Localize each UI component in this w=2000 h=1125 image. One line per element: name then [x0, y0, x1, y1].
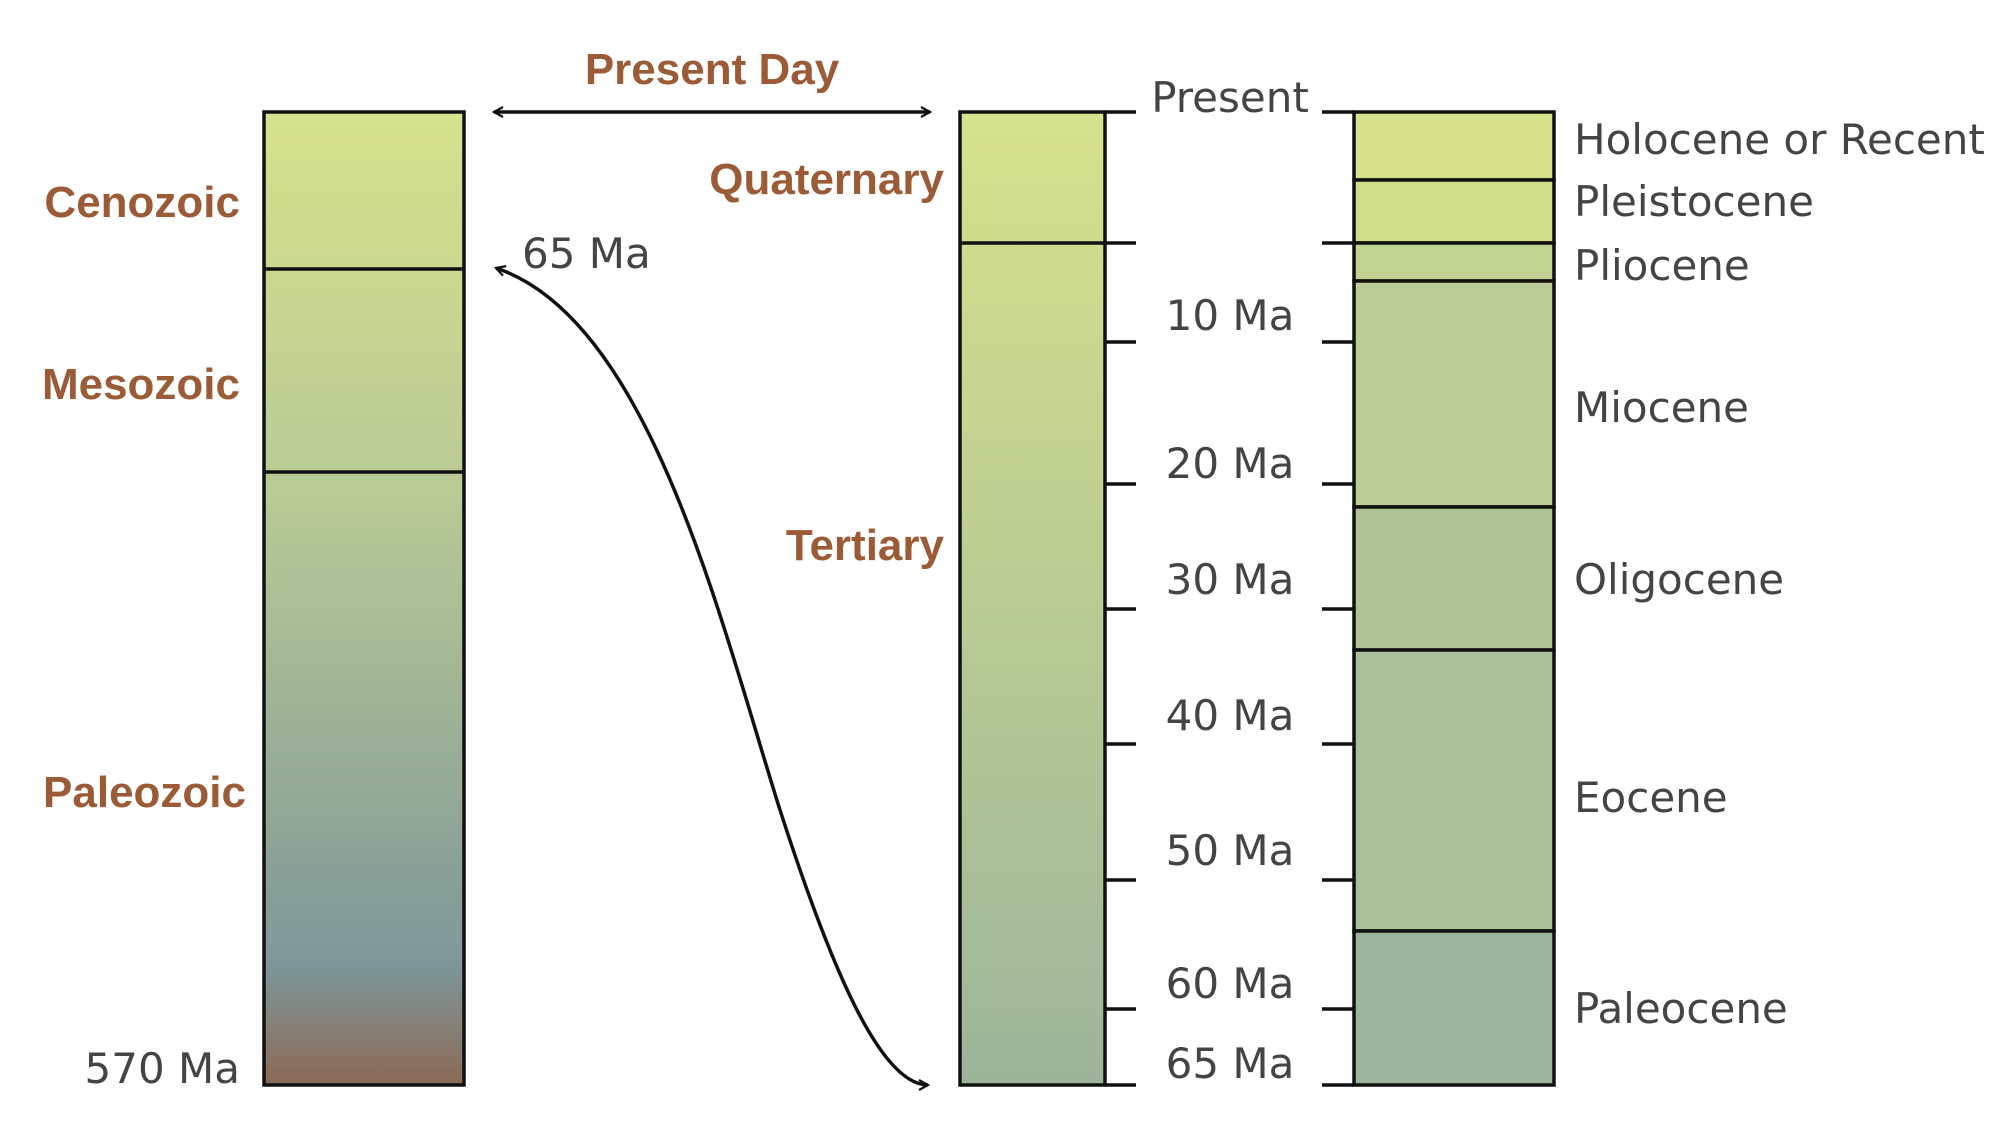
eras-bar: [262, 110, 466, 1087]
eras-column: Cenozoic Mesozoic Paleozoic 65 Ma 570 Ma: [42, 110, 651, 1093]
tick-20ma: 20 Ma: [1105, 439, 1354, 488]
epoch-block-miocene: [1352, 279, 1556, 509]
epoch-label-holocene: Holocene or Recent: [1574, 115, 1985, 164]
era-label-paleozoic: Paleozoic: [43, 768, 246, 817]
tick-label-50ma: 50 Ma: [1166, 826, 1295, 875]
present-day-label: Present Day: [585, 45, 840, 94]
epoch-label-miocene: Miocene: [1574, 383, 1749, 432]
tick-30ma: 30 Ma: [1105, 555, 1354, 611]
tick-label-65ma: 65 Ma: [1166, 1039, 1295, 1088]
epoch-block-paleocene: [1352, 929, 1556, 1087]
tick-label-60ma: 60 Ma: [1166, 959, 1295, 1008]
tick-50ma: 50 Ma: [1105, 826, 1354, 882]
tick-label-present: Present: [1151, 73, 1309, 122]
epoch-label-eocene: Eocene: [1574, 773, 1728, 822]
periods-bar: [958, 110, 1107, 1087]
tick-10ma: 10 Ma: [1105, 291, 1354, 344]
tick-label-30ma: 30 Ma: [1166, 555, 1295, 604]
epoch-block-oligocene: [1352, 505, 1556, 652]
tick-label-10ma: 10 Ma: [1166, 291, 1295, 340]
tick-label-20ma: 20 Ma: [1166, 439, 1295, 488]
tick-65ma: 65 Ma: [1105, 1039, 1354, 1088]
time-scale: Present 10 Ma 20 Ma 30 Ma 40 Ma: [1105, 73, 1354, 1088]
epoch-block-eocene: [1352, 648, 1556, 933]
periods-column: Quaternary Tertiary: [709, 110, 1107, 1087]
era-label-cenozoic: Cenozoic: [44, 178, 240, 227]
tick-label-40ma: 40 Ma: [1166, 691, 1295, 740]
tick-60ma: 60 Ma: [1105, 959, 1354, 1011]
epoch-label-paleocene: Paleocene: [1574, 984, 1788, 1033]
tick-40ma: 40 Ma: [1105, 691, 1354, 746]
epoch-label-oligocene: Oligocene: [1574, 555, 1784, 604]
epochs-column: Holocene or Recent Pleistocene Pliocene …: [1352, 110, 1985, 1087]
tick-present: Present: [1105, 73, 1354, 122]
bottom-label-570ma: 570 Ma: [85, 1044, 241, 1093]
epoch-label-pliocene: Pliocene: [1574, 241, 1750, 290]
epoch-block-pliocene: [1352, 241, 1556, 283]
epoch-block-pleistocene: [1352, 178, 1556, 245]
connector-arrow: [496, 268, 928, 1085]
period-label-tertiary: Tertiary: [786, 521, 945, 570]
boundary-label-65ma: 65 Ma: [522, 229, 651, 278]
epoch-block-holocene: [1352, 110, 1556, 182]
epoch-label-pleistocene: Pleistocene: [1574, 177, 1814, 226]
era-label-mesozoic: Mesozoic: [42, 360, 240, 409]
period-label-quaternary: Quaternary: [709, 155, 944, 204]
